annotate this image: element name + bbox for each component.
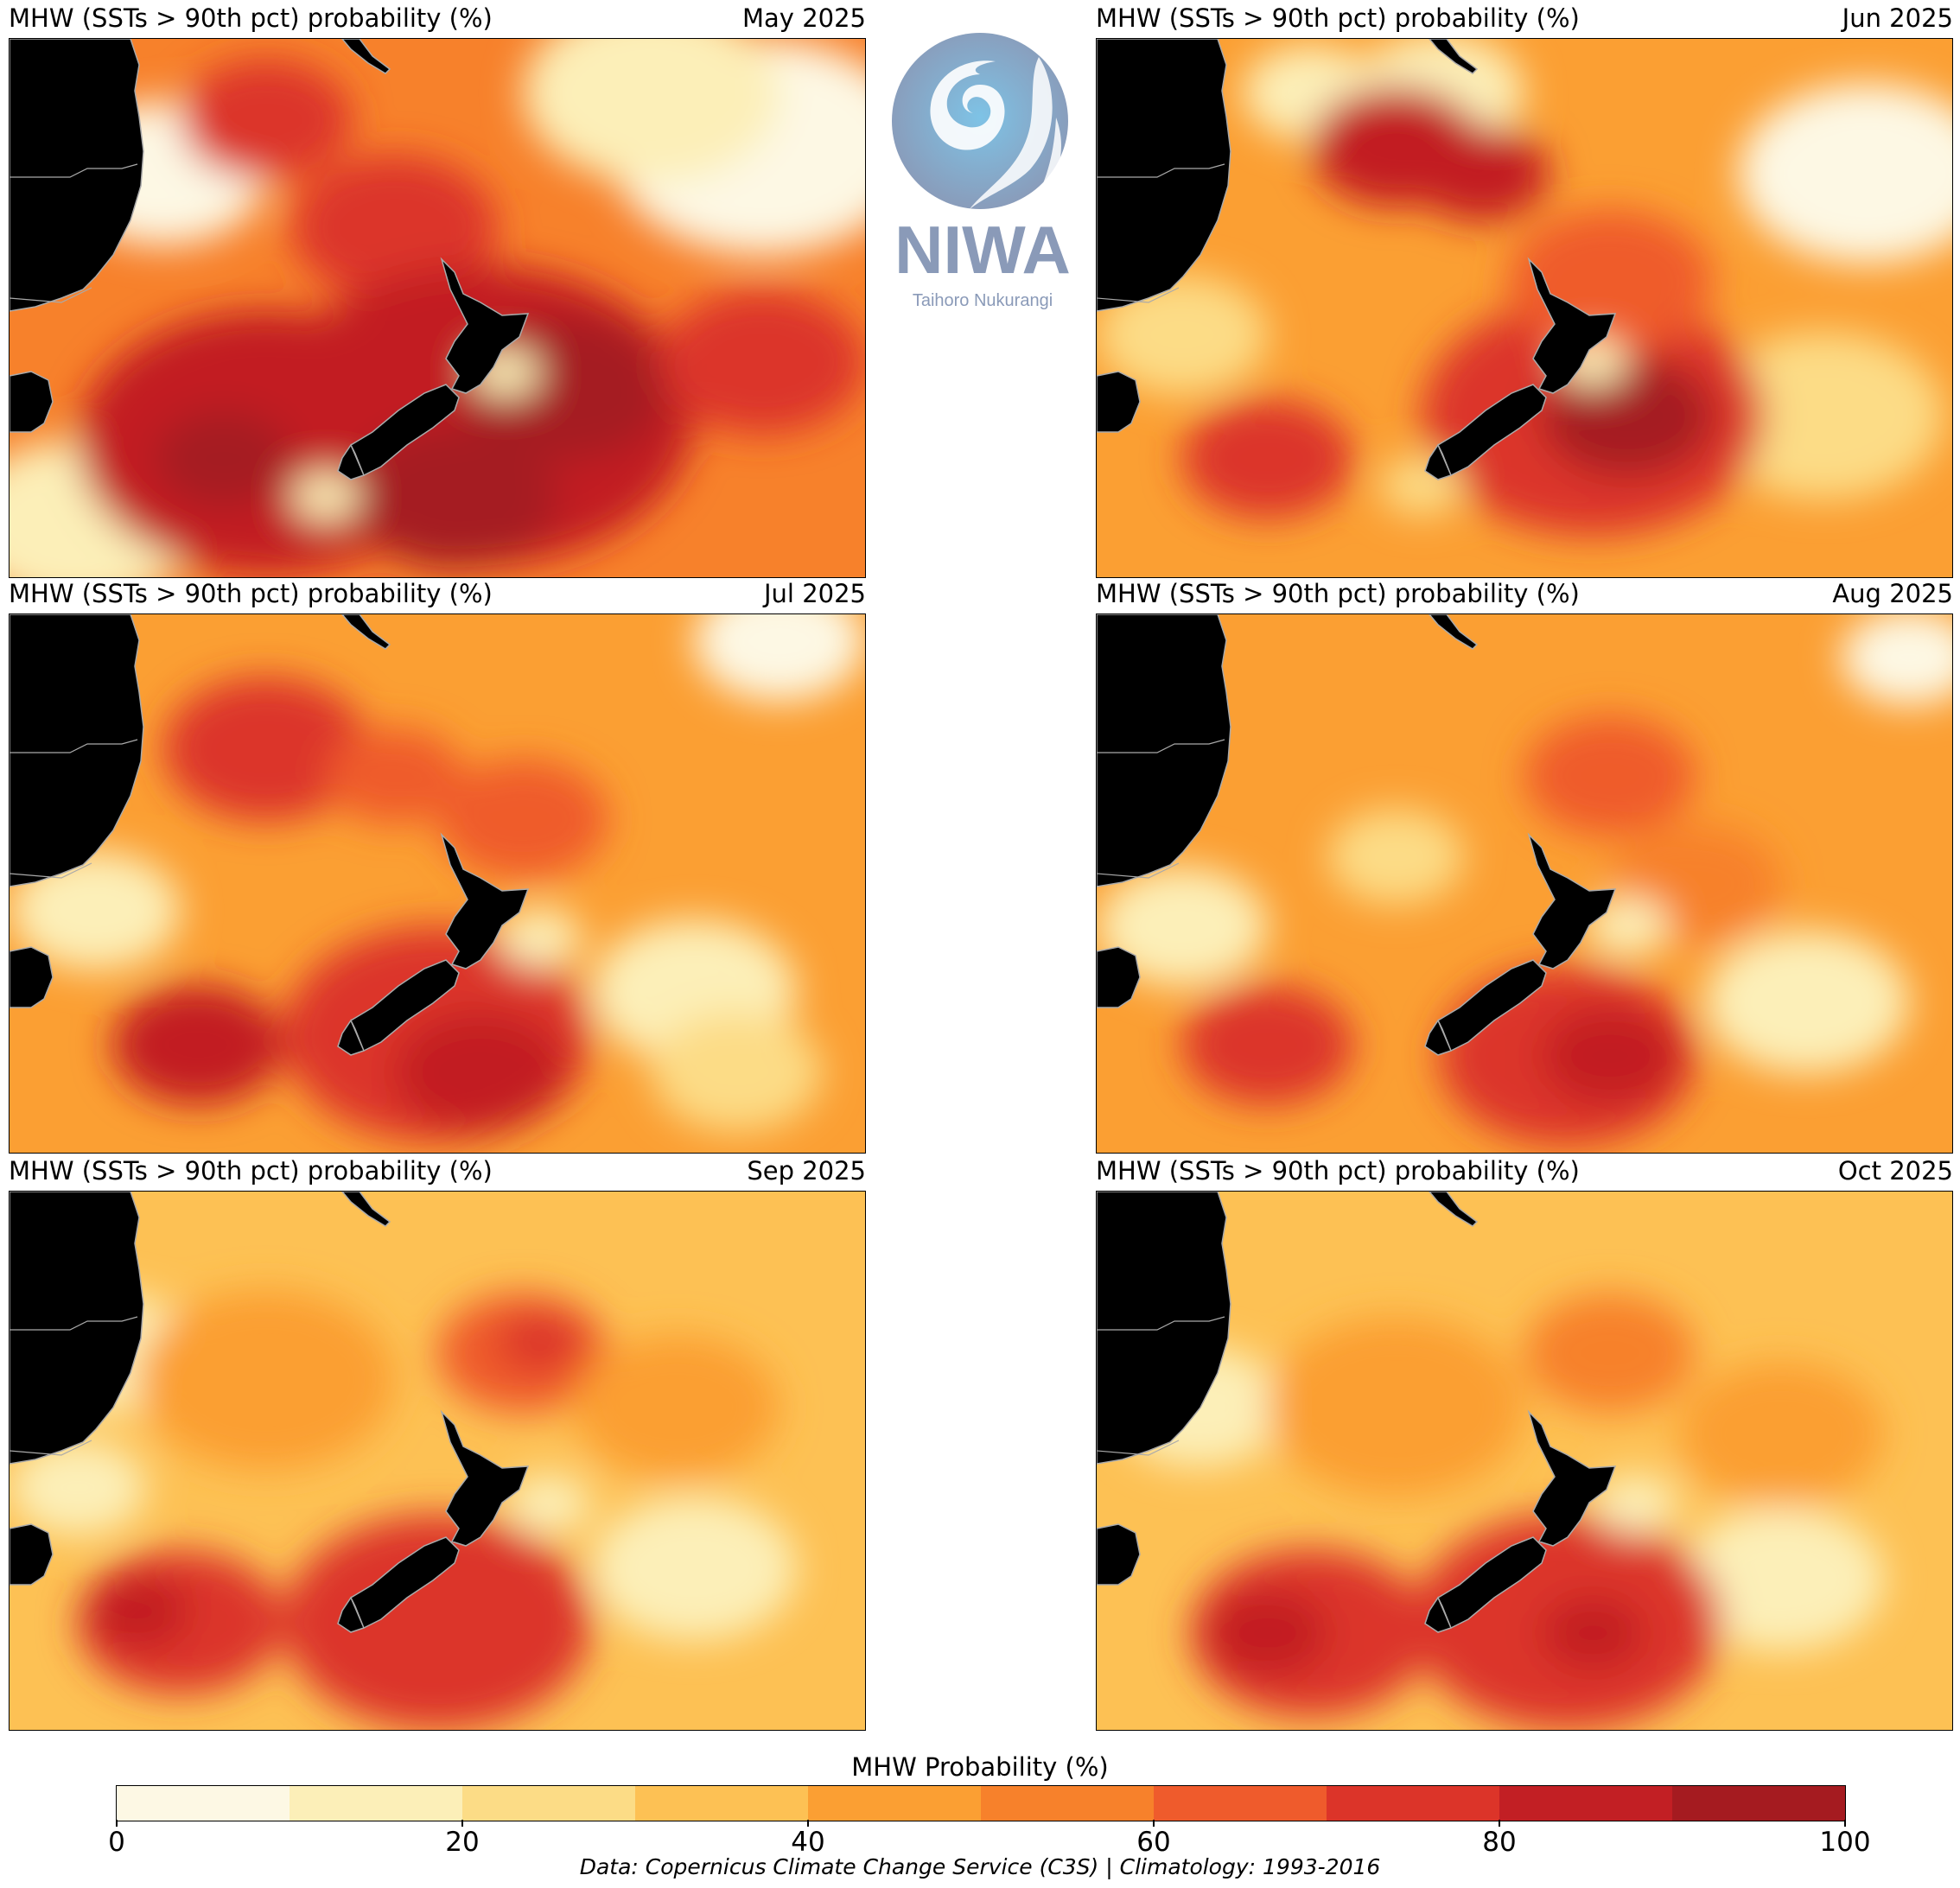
colorbar-tick-label: 60 — [1136, 1827, 1171, 1858]
colorbar-tick-label: 20 — [445, 1827, 480, 1858]
tasmania-landmass — [10, 1523, 54, 1586]
australia-landmass — [1097, 614, 1231, 887]
panel-month: Jul 2025 — [763, 579, 866, 608]
australia-landmass — [1097, 1192, 1231, 1465]
colorbar-tick — [1499, 1820, 1500, 1827]
panel-title: MHW (SSTs > 90th pct) probability (%) — [9, 3, 493, 33]
australia-landmass — [1097, 39, 1231, 312]
probability-field — [10, 614, 865, 1153]
colorbar-segment — [1327, 1786, 1499, 1821]
panel-title: MHW (SSTs > 90th pct) probability (%) — [9, 1156, 493, 1186]
colorbar-tick-label: 40 — [791, 1827, 825, 1858]
new-caledonia-landmass — [1429, 614, 1479, 650]
colorbar-segment — [1672, 1786, 1845, 1821]
colorbar-segment — [462, 1786, 635, 1821]
map-aug — [1096, 613, 1953, 1154]
nz-south-island-landmass — [337, 959, 460, 1056]
colorbar — [116, 1785, 1846, 1821]
svg-text:Taihoro Nukurangi: Taihoro Nukurangi — [913, 291, 1053, 310]
map-jul — [9, 613, 866, 1154]
nz-north-island-landmass — [440, 1409, 530, 1547]
probability-field — [10, 1192, 865, 1730]
map-jun — [1096, 38, 1953, 578]
colorbar-segment — [808, 1786, 981, 1821]
nz-north-island-landmass — [440, 832, 530, 969]
australia-landmass — [10, 1192, 144, 1465]
panel-title: MHW (SSTs > 90th pct) probability (%) — [9, 579, 493, 608]
probability-field — [10, 39, 865, 577]
panel-title: MHW (SSTs > 90th pct) probability (%) — [1096, 3, 1580, 33]
data-credit: Data: Copernicus Climate Change Service … — [579, 1854, 1381, 1879]
colorbar-tick-label: 0 — [108, 1827, 125, 1858]
tasmania-landmass — [1097, 371, 1141, 433]
colorbar-segment — [290, 1786, 462, 1821]
new-caledonia-landmass — [341, 39, 391, 74]
australia-landmass — [10, 614, 144, 887]
nz-north-island-landmass — [1527, 832, 1617, 969]
colorbar-segment — [1499, 1786, 1672, 1821]
panel-month: May 2025 — [742, 3, 866, 33]
colorbar-tick — [1844, 1820, 1846, 1827]
colorbar-tick — [116, 1820, 118, 1827]
svg-text:NIWA: NIWA — [894, 212, 1071, 288]
niwa-swirl-icon: NIWA Taihoro Nukurangi — [892, 33, 1071, 310]
nz-south-island-landmass — [1424, 384, 1547, 480]
nz-north-island-landmass — [1527, 1409, 1617, 1547]
new-caledonia-landmass — [341, 1192, 391, 1227]
colorbar-segment — [1154, 1786, 1327, 1821]
probability-field — [1097, 1192, 1952, 1730]
tasmania-landmass — [10, 946, 54, 1008]
panel-month: Sep 2025 — [747, 1156, 866, 1186]
colorbar-tick — [807, 1820, 809, 1827]
panel-month: Oct 2025 — [1837, 1156, 1953, 1186]
nz-south-island-landmass — [337, 384, 460, 480]
nz-south-island-landmass — [337, 1536, 460, 1633]
new-caledonia-landmass — [1429, 1192, 1479, 1227]
colorbar-tick — [461, 1820, 463, 1827]
tasmania-landmass — [1097, 1523, 1141, 1586]
panel-title: MHW (SSTs > 90th pct) probability (%) — [1096, 1156, 1580, 1186]
tasmania-landmass — [10, 371, 54, 433]
colorbar-segment — [117, 1786, 290, 1821]
probability-field — [1097, 614, 1952, 1153]
nz-north-island-landmass — [1527, 257, 1617, 394]
colorbar-tick — [1153, 1820, 1155, 1827]
map-may — [9, 38, 866, 578]
colorbar-title: MHW Probability (%) — [851, 1752, 1109, 1782]
new-caledonia-landmass — [341, 614, 391, 650]
tasmania-landmass — [1097, 946, 1141, 1008]
colorbar-tick-label: 100 — [1819, 1827, 1871, 1858]
colorbar-segment — [981, 1786, 1154, 1821]
nz-south-island-landmass — [1424, 1536, 1547, 1633]
australia-landmass — [10, 39, 144, 312]
panel-month: Aug 2025 — [1832, 579, 1953, 608]
new-caledonia-landmass — [1429, 39, 1479, 74]
nz-north-island-landmass — [440, 257, 530, 394]
map-oct — [1096, 1191, 1953, 1731]
map-sep — [9, 1191, 866, 1731]
colorbar-tick-label: 80 — [1482, 1827, 1517, 1858]
panel-month: Jun 2025 — [1842, 3, 1953, 33]
nz-south-island-landmass — [1424, 959, 1547, 1056]
colorbar-segment — [635, 1786, 808, 1821]
niwa-logo: NIWA Taihoro Nukurangi — [883, 31, 1082, 316]
panel-title: MHW (SSTs > 90th pct) probability (%) — [1096, 579, 1580, 608]
probability-field — [1097, 39, 1952, 577]
